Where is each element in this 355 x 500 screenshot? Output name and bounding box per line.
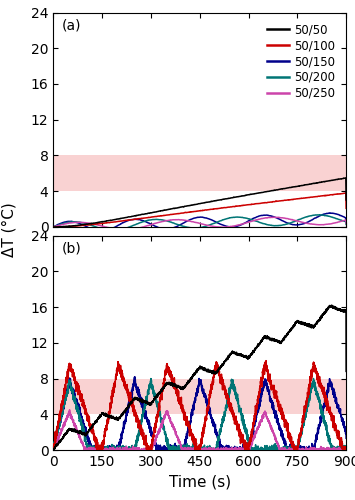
Text: ΔT (°C): ΔT (°C) (1, 202, 16, 258)
Text: (b): (b) (62, 242, 82, 256)
Legend: 50/50, 50/100, 50/150, 50/200, 50/250: 50/50, 50/100, 50/150, 50/200, 50/250 (263, 18, 340, 104)
Bar (53, 378, 346, 414)
Bar (53, 156, 346, 191)
Text: (a): (a) (62, 19, 82, 33)
X-axis label: Time (s): Time (s) (169, 474, 231, 490)
